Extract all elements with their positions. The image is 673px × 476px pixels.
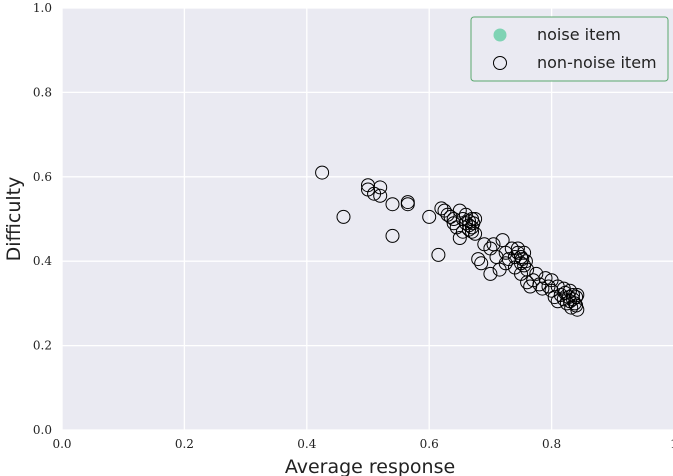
non-noise-point [452, 231, 467, 245]
y-tick-label: 0.8 [33, 85, 52, 99]
non-noise-point [538, 271, 553, 286]
x-tick-labels: 0.0 0.2 0.4 0.6 0.8 1 [52, 437, 673, 451]
y-tick-labels: 0.0 0.2 0.4 0.6 0.8 1.0 [33, 1, 52, 437]
y-axis-label: Difficulty [3, 177, 25, 262]
non-noise-point [570, 288, 585, 302]
x-tick-label: 0.4 [297, 437, 316, 451]
legend-non-noise-marker [493, 56, 507, 70]
non-noise-point [373, 188, 388, 203]
non-noise-point [483, 266, 498, 281]
non-noise-point [471, 252, 486, 267]
non-noise-point [400, 195, 415, 210]
legend-non-noise-label: non-noise item [537, 53, 657, 72]
non-noise-point [514, 250, 528, 264]
non-noise-point [529, 266, 544, 281]
legend-box [470, 16, 669, 82]
grid-lines [61, 7, 673, 431]
y-tick-label: 0.6 [33, 170, 52, 184]
y-tick-label: 0.2 [33, 339, 52, 353]
y-tick-label: 0.0 [33, 423, 52, 437]
x-tick-label: 0.0 [52, 437, 71, 451]
non-noise-point [547, 290, 562, 305]
y-tick-label: 1.0 [33, 1, 52, 15]
x-tick-label: 1 [670, 437, 673, 451]
legend-noise-marker [493, 28, 507, 42]
non-noise-point [446, 216, 461, 231]
non-noise-point [422, 209, 437, 224]
non-noise-point [567, 296, 582, 311]
non-noise-point [468, 212, 483, 226]
non-noise-point [541, 279, 556, 294]
x-tick-label: 0.6 [420, 437, 439, 451]
non-noise-point [517, 245, 532, 260]
non-noise-point [566, 288, 580, 302]
non-noise-point [535, 281, 550, 296]
x-tick-label: 0.2 [175, 437, 194, 451]
non-noise-point [474, 256, 489, 271]
y-tick-label: 0.4 [33, 254, 52, 268]
non-noise-point [468, 226, 483, 241]
non-noise-point [315, 165, 330, 180]
x-tick-label: 0.8 [542, 437, 561, 451]
legend: noise item non-noise item [470, 16, 669, 82]
non-noise-point [336, 209, 351, 224]
x-axis-label: Average response [285, 456, 455, 476]
non-noise-point [385, 197, 400, 212]
non-noise-point [570, 302, 585, 317]
non-noise-point [431, 247, 446, 262]
non-noise-point [518, 254, 533, 269]
non-noise-point [385, 228, 400, 243]
non-noise-point [373, 180, 388, 195]
data-points [315, 165, 585, 317]
legend-noise-label: noise item [537, 25, 621, 44]
